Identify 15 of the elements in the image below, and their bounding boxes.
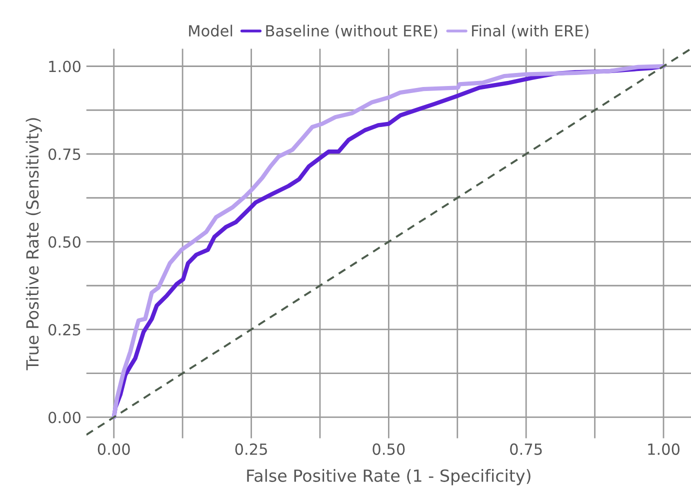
x-axis-title: False Positive Rate (1 - Specificity) <box>247 469 530 486</box>
y-tick-label: 0.00 <box>48 412 80 424</box>
x-tick-label: 0.25 <box>235 443 267 455</box>
x-tick-label: 0.00 <box>98 443 130 455</box>
x-tick-label: 1.00 <box>648 443 680 455</box>
legend-label: Baseline (without ERE) <box>266 24 438 38</box>
y-tick-label: 0.50 <box>48 236 80 248</box>
x-tick-label: 0.50 <box>372 443 405 455</box>
y-tick-label: 0.25 <box>48 324 80 336</box>
y-axis-title: True Positive Rate (Sensitivity) <box>26 118 42 370</box>
legend-title: Model <box>189 24 232 37</box>
x-tick-label: 0.75 <box>510 443 542 455</box>
y-tick-label: 1.00 <box>49 60 80 72</box>
y-tick-label: 0.75 <box>48 148 80 160</box>
legend-label: Final (with ERE) <box>472 24 588 38</box>
